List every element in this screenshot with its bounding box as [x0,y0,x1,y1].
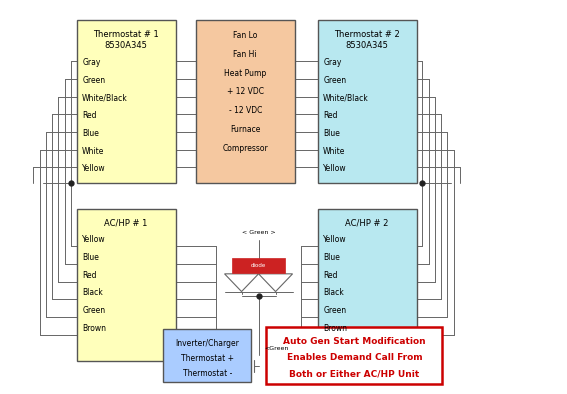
Text: Thermostat -: Thermostat - [183,369,232,378]
Text: Compressor: Compressor [222,144,268,153]
Polygon shape [225,274,259,292]
Text: AC/HP # 2: AC/HP # 2 [345,219,389,228]
Text: 8530A345: 8530A345 [105,41,147,50]
Text: Blue: Blue [82,129,99,138]
Text: diode: diode [251,263,266,268]
Text: Yellow: Yellow [323,164,347,173]
Text: 8530A345: 8530A345 [346,41,388,50]
Text: Inverter/Charger: Inverter/Charger [175,339,239,348]
FancyBboxPatch shape [318,20,417,183]
Text: Heat Pump: Heat Pump [224,69,266,78]
FancyBboxPatch shape [196,20,295,183]
Text: Gray: Gray [323,58,341,67]
Text: Blue: Blue [323,129,340,138]
Text: Furnace: Furnace [230,125,260,134]
Text: Yellow: Yellow [323,235,347,244]
Text: Fan Lo: Fan Lo [233,31,257,40]
Text: Green: Green [323,306,346,315]
Text: Fan Hi: Fan Hi [234,50,257,59]
Text: Red: Red [323,271,338,280]
Text: Enables Demand Call From: Enables Demand Call From [286,353,422,362]
Text: White: White [323,147,345,156]
FancyBboxPatch shape [266,327,442,384]
Text: Red: Red [82,111,97,120]
Text: AC/HP # 1: AC/HP # 1 [104,219,148,228]
Text: - 12 VDC: - 12 VDC [229,106,262,115]
Text: Yellow: Yellow [82,235,106,244]
Text: White: White [82,147,104,156]
Text: Black: Black [82,288,103,297]
Text: Thermostat +: Thermostat + [181,354,234,363]
Text: Thermostat # 2: Thermostat # 2 [335,30,400,39]
Text: Yellow: Yellow [82,164,106,173]
Text: Brown: Brown [323,324,347,333]
Text: Gray: Gray [82,58,100,67]
Text: White/Black: White/Black [82,93,128,102]
Text: Auto Gen Start Modification: Auto Gen Start Modification [283,337,426,346]
Polygon shape [259,274,293,292]
Text: Blue: Blue [323,253,340,262]
Text: < Green >: < Green > [242,230,276,235]
FancyBboxPatch shape [163,329,251,382]
Text: Red: Red [82,271,97,280]
FancyBboxPatch shape [318,209,417,361]
FancyBboxPatch shape [77,209,176,361]
Text: Green: Green [82,76,105,85]
Text: Red: Red [323,111,338,120]
Text: Black: Black [323,288,344,297]
Text: <Green: <Green [264,346,289,351]
Text: + 12 VDC: + 12 VDC [227,87,264,97]
Text: White/Black: White/Black [323,93,369,102]
Text: Thermostat # 1: Thermostat # 1 [94,30,159,39]
Text: Both or Either AC/HP Unit: Both or Either AC/HP Unit [289,370,420,379]
FancyBboxPatch shape [232,258,286,273]
Text: Green: Green [82,306,105,315]
FancyBboxPatch shape [77,20,176,183]
Text: Brown: Brown [82,324,106,333]
Text: Green: Green [323,76,346,85]
Text: Blue: Blue [82,253,99,262]
